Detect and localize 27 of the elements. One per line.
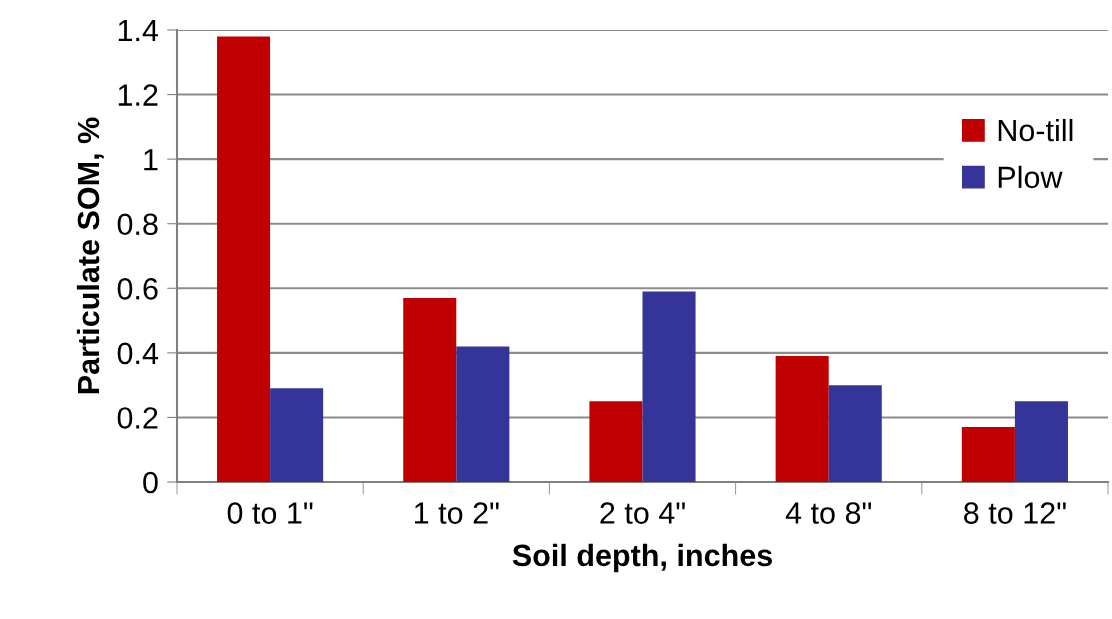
x-tick-label: 4 to 8" xyxy=(785,502,872,524)
y-tick-label: 1.2 xyxy=(118,84,158,106)
x-tick-label: 1 to 2" xyxy=(414,502,499,524)
bar xyxy=(217,36,271,482)
bar xyxy=(642,291,696,482)
bar xyxy=(589,401,643,482)
x-tick-label: 0 to 1" xyxy=(227,502,313,524)
bar xyxy=(828,385,882,482)
bar xyxy=(403,297,457,482)
bar xyxy=(270,388,324,482)
y-tick-label: 1 xyxy=(144,149,158,171)
y-tick-label: 1.4 xyxy=(118,20,159,42)
x-tick-label: 8 to 12" xyxy=(964,502,1066,524)
bar xyxy=(456,346,510,482)
bar xyxy=(961,427,1015,482)
y-tick-label: 0 xyxy=(143,471,158,494)
bar xyxy=(775,356,829,482)
y-tick-label: 0.2 xyxy=(117,407,158,429)
x-tick-label: 2 to 4" xyxy=(600,502,685,524)
legend-label: Plow xyxy=(998,165,1063,189)
x-axis-title: Soil depth, inches xyxy=(512,543,772,573)
y-axis-title: Particulate SOM, % xyxy=(76,117,104,394)
y-tick-label: 0.8 xyxy=(117,213,158,236)
y-tick-label: 0.4 xyxy=(117,342,159,365)
legend-label: No-till xyxy=(998,118,1073,142)
bar xyxy=(1014,401,1068,482)
y-tick-label: 0.6 xyxy=(117,278,158,300)
